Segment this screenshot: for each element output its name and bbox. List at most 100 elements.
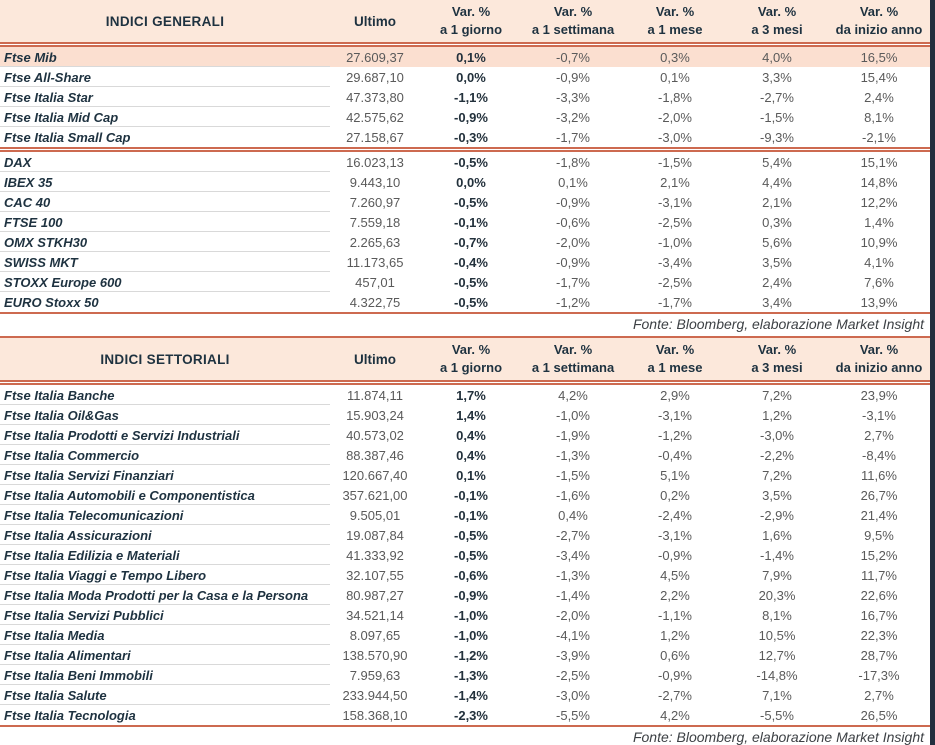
var-3-mesi: -14,8% [756,667,798,683]
var-1-giorno: 0,4% [456,447,486,463]
var-1-mese: -2,5% [658,274,692,290]
var-1-mese: -2,4% [658,507,692,523]
index-name: CAC 40 [0,193,330,212]
var-1-mese: 0,3% [660,49,690,65]
table-row: SWISS MKT 11.173,65 -0,4% -0,9% -3,4% 3,5% 4,1… [0,252,930,272]
var-1-settimana: -3,9% [556,647,590,663]
var-1-settimana: -0,7% [556,49,590,65]
var-inizio-anno: -8,4% [862,447,896,463]
table-bottom-border [0,725,930,727]
index-name: Ftse Italia Commercio [0,446,330,465]
var-1-mese: -2,7% [658,687,692,703]
index-last-value: 40.573,02 [346,427,404,443]
var-1-giorno: -0,4% [454,254,488,270]
table-indici-generali: INDICI GENERALI Ultimo Var. % a 1 giorno V… [0,0,930,336]
var-1-settimana: -2,7% [556,527,590,543]
var-1-mese: -3,1% [658,407,692,423]
table-row: Ftse Italia Oil&Gas 15.903,24 1,4% -1,0% -3,… [0,405,930,425]
var-inizio-anno: 11,7% [861,567,897,583]
var-3-mesi: 20,3% [758,587,796,603]
var-3-mesi: -1,4% [760,547,794,563]
index-name: Ftse Italia Alimentari [0,646,330,665]
index-name: Ftse Italia Salute [0,686,330,705]
index-name: STOXX Europe 600 [0,273,330,292]
var-1-mese: -1,2% [658,427,692,443]
row-group: Ftse Mib 27.609,37 0,1% -0,7% 0,3% 4,0% 16,5% F… [0,47,930,147]
column-header-var: Var. % a 1 mese [647,342,703,375]
index-name: Ftse Mib [0,48,330,67]
index-last-value: 27.158,67 [346,129,404,145]
table-title: INDICI GENERALI [105,13,225,29]
column-header-var: Var. % a 1 settimana [531,342,615,375]
group-separator [0,147,930,152]
var-3-mesi: -9,3% [760,129,794,145]
index-name: EURO Stoxx 50 [4,294,99,310]
table-row: EURO Stoxx 50 4.322,75 -0,5% -1,2% -1,7% 3,4%… [0,292,930,312]
table-row: Ftse Italia Tecnologia 158.368,10 -2,3% -5,… [0,705,930,725]
var-inizio-anno: 15,4% [860,69,898,85]
var-1-mese: -1,8% [658,89,692,105]
table-row: CAC 40 7.260,97 -0,5% -0,9% -3,1% 2,1% 12,2% [0,192,930,212]
table-row: Ftse Italia Servizi Pubblici 34.521,14 -1,… [0,605,930,625]
index-name: Ftse Italia Beni Immobili [0,666,330,685]
var-1-settimana: -1,2% [556,294,590,310]
var-3-mesi: -2,2% [760,447,794,463]
right-edge-bar [930,0,935,745]
index-last-value: 357.621,00 [342,487,408,503]
table-indici-settoriali: INDICI SETTORIALI Ultimo Var. % a 1 giorn… [0,336,930,745]
index-name: Ftse Italia Telecomunicazioni [0,506,330,525]
index-last-value: 80.987,27 [346,587,404,603]
var-1-settimana: -1,5% [556,467,590,483]
var-1-giorno: -0,3% [454,129,488,145]
var-1-settimana: -0,6% [556,214,590,230]
var-inizio-anno: 16,5% [860,49,898,65]
index-name: Ftse Italia Mid Cap [0,108,330,127]
var-1-giorno: -1,1% [454,89,488,105]
var-inizio-anno: 26,7% [860,487,898,503]
var-3-mesi: 2,4% [762,274,792,290]
var-3-mesi: -3,0% [760,427,794,443]
index-last-value: 34.521,14 [346,607,404,623]
index-name: Ftse Italia Star [0,88,330,107]
var-inizio-anno: 1,4% [864,214,894,230]
var-inizio-anno: 16,7% [860,607,898,623]
var-1-giorno: -2,3% [454,707,488,723]
var-1-mese: -1,1% [658,607,692,623]
var-3-mesi: 5,4% [762,154,792,170]
var-1-mese: -3,4% [658,254,692,270]
table-row: Ftse Italia Edilizia e Materiali 41.333,9… [0,545,930,565]
table-row: FTSE 100 7.559,18 -0,1% -0,6% -2,5% 0,3% 1,4% [0,212,930,232]
var-inizio-anno: 21,4% [860,507,898,523]
var-1-giorno: -1,2% [454,647,488,663]
var-1-mese: -3,1% [658,194,692,210]
var-1-giorno: -0,5% [454,194,488,210]
var-3-mesi: 7,9% [762,567,792,583]
index-last-value: 4.322,75 [349,294,401,310]
var-1-mese: -1,0% [658,234,692,250]
var-3-mesi: 3,5% [762,254,792,270]
var-inizio-anno: -3,1% [862,407,896,423]
var-1-giorno: -0,1% [454,214,488,230]
var-1-settimana: -1,7% [556,129,590,145]
var-3-mesi: 10,5% [758,627,796,643]
var-1-mese: -1,7% [658,294,692,310]
table-row: Ftse Italia Viaggi e Tempo Libero 32.107,… [0,565,930,585]
table-row: Ftse Italia Mid Cap 42.575,62 -0,9% -3,2% -2… [0,107,930,127]
var-1-mese: 0,2% [660,487,690,503]
var-1-settimana: -2,0% [556,607,590,623]
var-1-mese: -0,4% [658,447,692,463]
var-1-settimana: -3,0% [556,687,590,703]
table-row: Ftse Italia Assicurazioni 19.087,84 -0,5% -… [0,525,930,545]
column-header-var: Var. % a 1 giorno [439,342,503,375]
var-1-mese: -3,0% [658,129,692,145]
row-group: Ftse Italia Banche 11.874,11 1,7% 4,2% 2,9% 7… [0,385,930,725]
var-inizio-anno: 23,9% [860,387,898,403]
var-3-mesi: -1,5% [760,109,794,125]
table-row: Ftse Italia Star 47.373,80 -1,1% -3,3% -1,8%… [0,87,930,107]
var-1-mese: -0,9% [658,667,692,683]
index-name: Ftse Italia Tecnologia [4,707,136,723]
var-1-giorno: -1,0% [454,607,488,623]
index-last-value: 11.173,65 [346,254,404,270]
var-3-mesi: 7,1% [762,687,792,703]
